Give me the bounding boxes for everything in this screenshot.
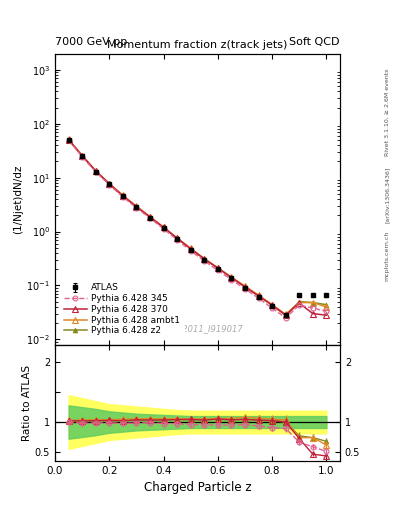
Pythia 6.428 370 [175,235,180,241]
Pythia 6.428 345 [80,154,84,160]
Pythia 6.428 ambt1 [188,245,193,251]
Pythia 6.428 345 [202,258,207,264]
Pythia 6.428 z2 [107,181,112,187]
Pythia 6.428 ambt1 [161,224,166,230]
Pythia 6.428 345 [270,305,274,311]
Legend: ATLAS, Pythia 6.428 345, Pythia 6.428 370, Pythia 6.428 ambt1, Pythia 6.428 z2: ATLAS, Pythia 6.428 345, Pythia 6.428 37… [59,279,185,340]
Pythia 6.428 370 [134,204,139,210]
Pythia 6.428 345 [215,267,220,273]
Pythia 6.428 370 [148,214,152,220]
Pythia 6.428 370 [202,256,207,262]
Y-axis label: Ratio to ATLAS: Ratio to ATLAS [22,365,32,441]
Pythia 6.428 345 [310,305,315,311]
Pythia 6.428 345 [297,302,301,308]
Pythia 6.428 345 [283,315,288,321]
Pythia 6.428 z2 [202,256,207,262]
Text: [arXiv:1306.3436]: [arXiv:1306.3436] [385,166,390,223]
Pythia 6.428 345 [66,137,71,143]
Pythia 6.428 z2 [310,300,315,306]
Pythia 6.428 370 [283,312,288,318]
Pythia 6.428 z2 [188,246,193,252]
Pythia 6.428 370 [242,284,247,290]
Pythia 6.428 345 [94,169,98,175]
Pythia 6.428 370 [297,300,301,306]
Pythia 6.428 370 [161,224,166,230]
Pythia 6.428 ambt1 [297,300,301,306]
Pythia 6.428 345 [175,237,180,243]
Pythia 6.428 ambt1 [202,255,207,262]
Pythia 6.428 370 [80,153,84,159]
Line: Pythia 6.428 345: Pythia 6.428 345 [66,138,329,321]
Pythia 6.428 370 [310,310,315,316]
Pythia 6.428 370 [215,265,220,271]
Pythia 6.428 ambt1 [256,292,261,298]
Pythia 6.428 370 [107,181,112,187]
Pythia 6.428 345 [256,295,261,301]
Pythia 6.428 ambt1 [148,214,152,220]
Line: Pythia 6.428 ambt1: Pythia 6.428 ambt1 [66,137,329,317]
Pythia 6.428 345 [134,205,139,211]
Pythia 6.428 z2 [297,298,301,305]
Text: mcplots.cern.ch: mcplots.cern.ch [385,231,390,281]
Pythia 6.428 z2 [270,302,274,308]
Pythia 6.428 345 [161,226,166,232]
Pythia 6.428 z2 [94,168,98,174]
Pythia 6.428 z2 [134,204,139,210]
Pythia 6.428 z2 [161,224,166,230]
Pythia 6.428 ambt1 [283,311,288,317]
Pythia 6.428 z2 [215,265,220,271]
Pythia 6.428 345 [121,194,125,200]
Pythia 6.428 ambt1 [229,274,234,280]
Text: ATLAS_2011_I919017: ATLAS_2011_I919017 [152,324,243,333]
X-axis label: Charged Particle z: Charged Particle z [144,481,251,494]
Pythia 6.428 z2 [148,214,152,220]
Pythia 6.428 z2 [242,284,247,290]
Pythia 6.428 ambt1 [324,304,329,310]
Pythia 6.428 345 [229,276,234,283]
Title: Momentum fraction z(track jets): Momentum fraction z(track jets) [107,40,288,50]
Text: 7000 GeV pp: 7000 GeV pp [55,37,127,47]
Pythia 6.428 ambt1 [66,136,71,142]
Pythia 6.428 z2 [175,235,180,241]
Pythia 6.428 370 [256,293,261,299]
Pythia 6.428 ambt1 [242,283,247,289]
Pythia 6.428 z2 [229,274,234,281]
Pythia 6.428 345 [188,248,193,254]
Text: Soft QCD: Soft QCD [290,37,340,47]
Pythia 6.428 ambt1 [310,300,315,306]
Line: Pythia 6.428 z2: Pythia 6.428 z2 [66,137,329,317]
Pythia 6.428 370 [66,137,71,143]
Pythia 6.428 z2 [80,153,84,159]
Pythia 6.428 ambt1 [94,167,98,174]
Pythia 6.428 ambt1 [215,265,220,271]
Pythia 6.428 ambt1 [80,153,84,159]
Pythia 6.428 z2 [256,293,261,299]
Pythia 6.428 ambt1 [134,203,139,209]
Pythia 6.428 345 [148,215,152,221]
Text: Rivet 3.1.10, ≥ 2.6M events: Rivet 3.1.10, ≥ 2.6M events [385,69,390,156]
Pythia 6.428 ambt1 [175,235,180,241]
Pythia 6.428 370 [270,302,274,308]
Line: Pythia 6.428 370: Pythia 6.428 370 [66,137,329,318]
Pythia 6.428 z2 [66,137,71,143]
Pythia 6.428 345 [324,308,329,314]
Pythia 6.428 370 [324,312,329,318]
Pythia 6.428 345 [242,286,247,292]
Pythia 6.428 370 [121,193,125,199]
Pythia 6.428 ambt1 [121,193,125,199]
Pythia 6.428 ambt1 [270,302,274,308]
Pythia 6.428 z2 [121,193,125,199]
Y-axis label: (1/Njet)dN/dz: (1/Njet)dN/dz [13,164,24,234]
Pythia 6.428 370 [94,168,98,174]
Pythia 6.428 ambt1 [107,180,112,186]
Pythia 6.428 z2 [324,302,329,308]
Pythia 6.428 345 [107,182,112,188]
Pythia 6.428 z2 [283,312,288,318]
Pythia 6.428 370 [229,274,234,281]
Pythia 6.428 370 [188,246,193,252]
